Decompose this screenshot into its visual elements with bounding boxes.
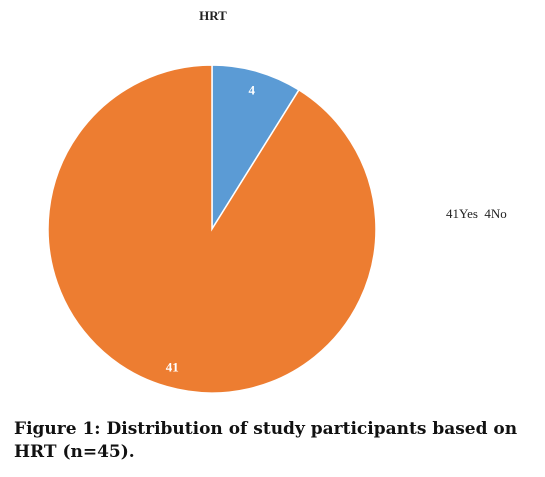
pie-slice-yes (47, 64, 377, 394)
pie-slices (47, 64, 377, 394)
figure-caption: Figure 1: Distribution of study particip… (14, 419, 518, 462)
pie-slice-no (211, 64, 300, 232)
pie-chart-svg: HRT 4 41 41Yes 4No (47, 8, 507, 394)
slice-label-yes: 41 (166, 360, 179, 375)
legend: 41Yes 4No (446, 206, 507, 221)
chart-title: HRT (199, 8, 227, 23)
slice-label-no: 4 (249, 82, 256, 97)
pie-chart: HRT 4 41 41Yes 4No (47, 8, 507, 394)
pie-slice-labels: 4 41 (166, 82, 256, 374)
